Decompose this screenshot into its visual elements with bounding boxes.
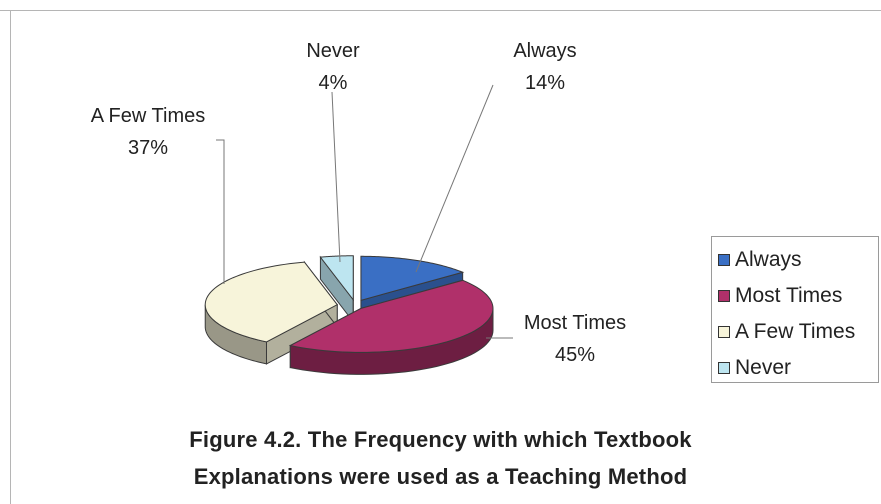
leader-line-a-few-times: [216, 139, 225, 284]
slice-always-top: [360, 255, 465, 301]
label-most-times-percent: 45%: [555, 344, 595, 366]
leader-lines: [216, 84, 513, 339]
legend-label-most-times: Most Times: [735, 284, 843, 307]
label-a-few-times-name: A Few Times: [91, 105, 205, 127]
label-never-percent: 4%: [319, 72, 348, 94]
leader-line-always: [415, 84, 494, 273]
figure-caption-line-2: Explanations were used as a Teaching Met…: [193, 464, 688, 489]
slice-a-few-times: [204, 260, 338, 365]
legend-item-always: Always: [712, 242, 878, 278]
legend-swatch-never: [718, 362, 730, 374]
label-always-name: Always: [513, 40, 576, 62]
leader-line-never: [331, 91, 341, 263]
slice-a-few-times-top: [204, 261, 338, 343]
pie-chart: Always 14% Most Times 45% A Few Times 37…: [91, 40, 626, 375]
slice-labels: Always 14% Most Times 45% A Few Times 37…: [91, 40, 626, 366]
legend-label-always: Always: [735, 248, 802, 271]
legend-swatch-a-few-times: [718, 326, 730, 338]
legend-item-never: Never: [712, 350, 878, 386]
label-a-few-times-percent: 37%: [128, 137, 168, 159]
legend-label-a-few-times: A Few Times: [735, 320, 856, 343]
figure-caption-line-1: Figure 4.2. The Frequency with which Tex…: [189, 427, 692, 452]
slice-most-times: [288, 279, 494, 375]
figure-frame-top: [0, 10, 881, 11]
label-never-name: Never: [306, 40, 360, 62]
legend-label-never: Never: [735, 356, 792, 379]
chart-legend: Always Most Times A Few Times Never: [711, 236, 879, 383]
legend-swatch-always: [718, 254, 730, 266]
slice-never: [319, 255, 354, 324]
label-most-times-name: Most Times: [524, 312, 626, 334]
slice-never-top: [319, 255, 354, 302]
pie-slices: [204, 255, 494, 375]
slice-most-times-top: [288, 279, 494, 353]
legend-swatch-most-times: [718, 290, 730, 302]
label-always-percent: 14%: [525, 72, 565, 94]
legend-item-most-times: Most Times: [712, 278, 878, 314]
figure-frame-left: [10, 10, 11, 504]
legend-item-a-few-times: A Few Times: [712, 314, 878, 350]
